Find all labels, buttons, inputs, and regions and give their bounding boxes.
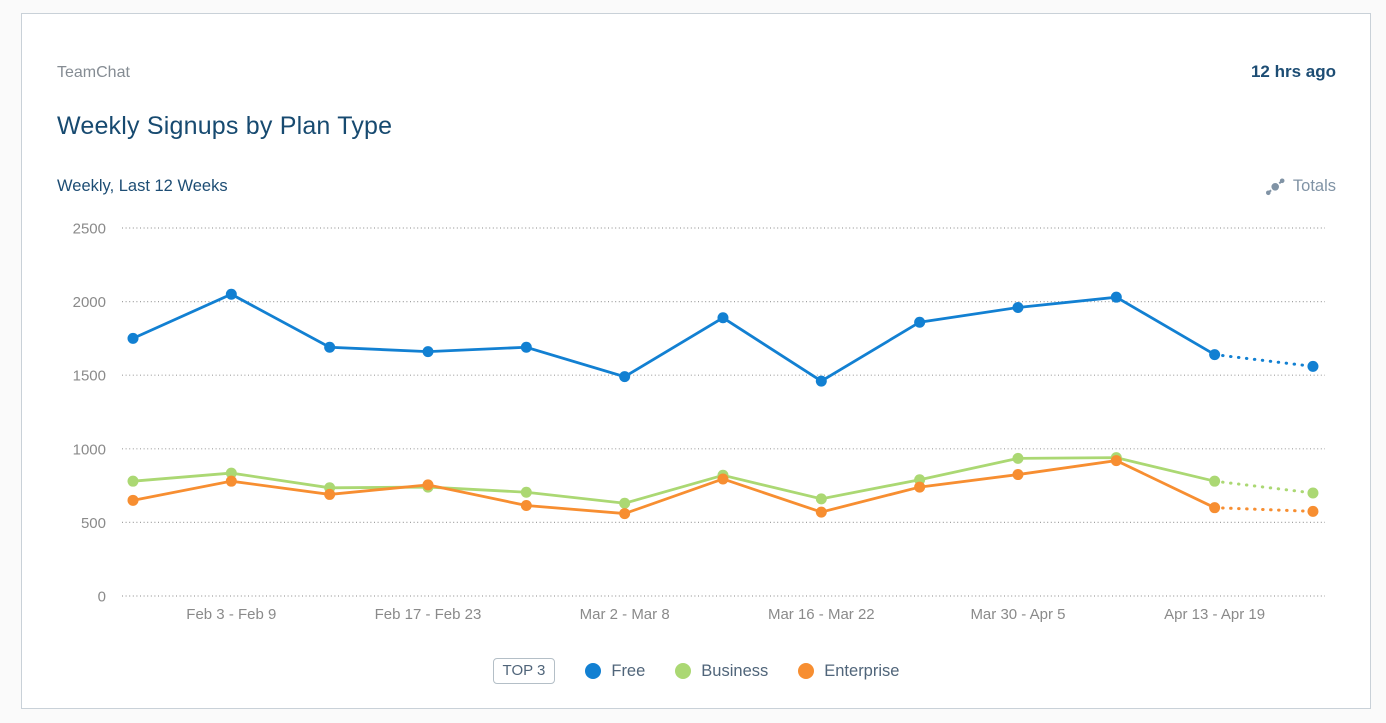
enterprise-point	[717, 473, 729, 485]
totals-toggle[interactable]: Totals	[1265, 176, 1336, 197]
business-projection-line	[1213, 479, 1315, 495]
free-point	[324, 341, 336, 353]
enterprise-projection-line	[1213, 506, 1315, 513]
enterprise-point	[1110, 455, 1122, 467]
enterprise-series-dot	[798, 663, 815, 679]
business-series-dot	[675, 663, 692, 679]
free-line	[132, 292, 1216, 383]
signups-chart: 0 500 1000 1500 2000 2500 Feb 3 - Feb 9 Feb 17 …	[73, 221, 1325, 623]
free-point	[225, 288, 237, 300]
legend-item-enterprise[interactable]: Enterprise	[798, 662, 899, 681]
business-point	[520, 486, 532, 498]
enterprise-point	[914, 481, 926, 493]
y-axis-tick: 2500	[73, 221, 106, 238]
y-axis-tick: 0	[98, 589, 106, 606]
business-point	[225, 467, 237, 479]
enterprise-point	[1209, 502, 1221, 514]
enterprise-point	[127, 494, 139, 506]
top3-badge: TOP 3	[492, 658, 556, 684]
enterprise-point	[520, 499, 532, 511]
x-axis-tick: Mar 2 - Mar 8	[580, 606, 670, 623]
enterprise-point	[815, 506, 827, 518]
x-axis-tick: Apr 13 - Apr 19	[1164, 606, 1265, 623]
y-axis-tick: 1000	[73, 441, 106, 458]
legend-label: Business	[701, 661, 769, 680]
y-axis-tick: 1500	[73, 368, 106, 385]
legend-label: Free	[611, 661, 646, 680]
enterprise-line	[132, 459, 1216, 515]
chart-subtitle: Weekly, Last 12 Weeks	[57, 177, 228, 195]
enterprise-point	[1307, 505, 1319, 517]
free-point	[1012, 301, 1024, 313]
y-axis-tick: 2000	[73, 294, 106, 311]
free-point	[422, 346, 434, 358]
x-axis-tick: Feb 17 - Feb 23	[375, 606, 482, 623]
totals-label: Totals	[1292, 177, 1336, 195]
last-updated: 12 hrs ago	[1250, 62, 1336, 81]
free-point	[717, 312, 729, 324]
free-point	[1110, 291, 1122, 303]
enterprise-point	[225, 475, 237, 487]
legend-item-free[interactable]: Free	[585, 662, 645, 681]
free-point	[619, 371, 631, 383]
free-point	[520, 341, 532, 353]
chart-toolbar: Weekly, Last 12 Weeks Totals	[57, 176, 1336, 197]
chart-legend: TOP 3 Free Business Enterprise	[22, 658, 1370, 684]
business-point	[619, 497, 631, 509]
dashboard-card: 0 500 1000 1500 2000 2500 Feb 3 - Feb 9 Feb 17 …	[21, 13, 1371, 709]
business-point	[815, 493, 827, 505]
free-point	[914, 316, 926, 328]
business-point	[1012, 452, 1024, 464]
free-series-dot	[585, 663, 602, 679]
enterprise-point	[1012, 469, 1024, 481]
x-axis-tick: Mar 30 - Apr 5	[970, 606, 1065, 623]
business-point	[1307, 487, 1319, 499]
y-axis-tick: 500	[81, 515, 106, 532]
trend-points-icon	[1265, 178, 1285, 196]
enterprise-point	[324, 488, 336, 500]
x-axis-tick: Feb 3 - Feb 9	[186, 606, 276, 623]
enterprise-point	[422, 479, 434, 491]
free-point	[127, 332, 139, 344]
card-header: TeamChat 12 hrs ago	[57, 62, 1336, 82]
free-point	[815, 375, 827, 387]
business-line	[132, 456, 1215, 505]
business-point	[127, 475, 139, 487]
legend-label: Enterprise	[824, 661, 900, 680]
free-point	[1209, 349, 1221, 361]
free-projection-line	[1213, 353, 1315, 368]
enterprise-point	[619, 508, 631, 520]
legend-item-business[interactable]: Business	[675, 662, 768, 681]
free-point	[1307, 360, 1319, 372]
page-title: Weekly Signups by Plan Type	[57, 112, 393, 140]
x-axis-tick: Mar 16 - Mar 22	[768, 606, 875, 623]
business-point	[1209, 475, 1221, 487]
app-name: TeamChat	[57, 64, 130, 81]
